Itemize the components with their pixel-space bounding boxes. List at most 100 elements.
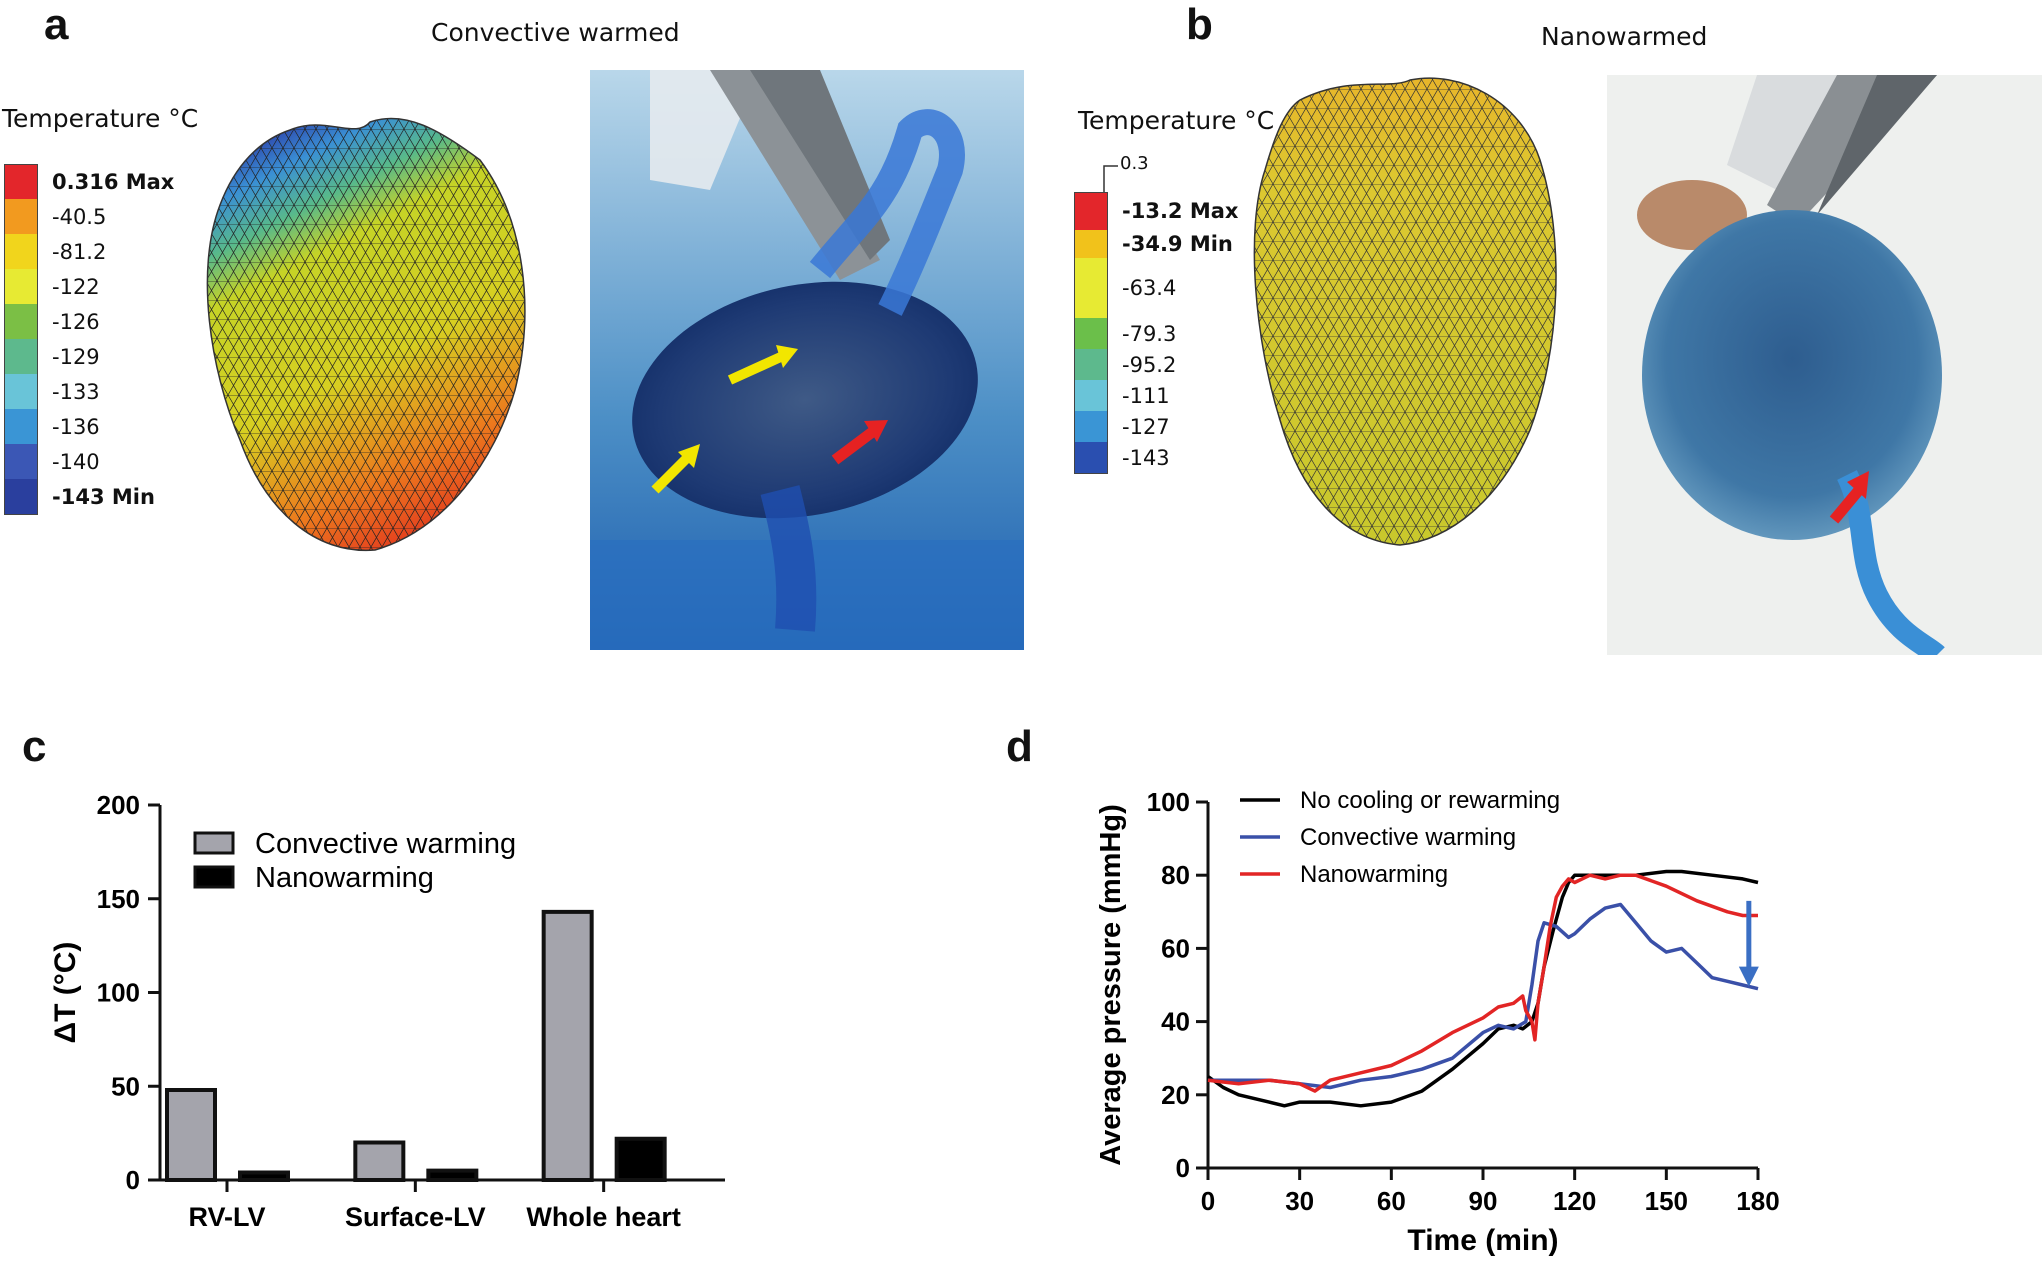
- bar-chart: 0 50 100 150 200 ΔT (°C) RV-LV Surface-LV Whole …: [49, 790, 725, 1232]
- legend-label: -13.2 Max: [1122, 199, 1239, 223]
- legend-swatch: [1074, 380, 1108, 411]
- legend-row: -127: [1074, 411, 1294, 442]
- legend-swatch: [4, 199, 38, 234]
- x-tick-label: 120: [1553, 1186, 1596, 1216]
- legend-label: Nanowarming: [1300, 861, 1448, 888]
- y-tick-label: 100: [1147, 787, 1190, 817]
- panel-b-title: Nanowarmed: [1541, 22, 1708, 51]
- legend-swatch: [1074, 318, 1108, 349]
- bar-convective-warming: [165, 1088, 217, 1182]
- x-axis-label: Time (min): [1407, 1224, 1558, 1257]
- panel-a-photo: [590, 70, 1024, 650]
- legend-swatch: [4, 478, 38, 515]
- legend-swatch: [1074, 349, 1108, 380]
- panel-a-heart-mesh: [206, 117, 526, 552]
- legend-swatch: [1074, 230, 1108, 258]
- legend-label: -40.5: [52, 204, 107, 229]
- legend-row: -79.3: [1074, 318, 1294, 349]
- x-tick-label: 180: [1736, 1186, 1779, 1216]
- legend-label: -127: [1122, 414, 1170, 439]
- legend-row: -34.9 Min: [1074, 230, 1294, 258]
- legend-row: -140: [4, 444, 204, 479]
- legend-row: -143 Min: [4, 478, 204, 515]
- bar-convective-warming: [353, 1140, 406, 1182]
- legend-swatch: [4, 374, 38, 409]
- panel-a-title: Convective warmed: [431, 18, 680, 47]
- legend-row: -40.5: [4, 199, 204, 234]
- panel-b-colorbar: -13.2 Max -34.9 Min -63.4 -79.3 -95.2 -111 -12…: [1074, 191, 1294, 474]
- legend-row: -95.2: [1074, 349, 1294, 380]
- line-chart: 0 20 40 60 80 100 0 30 60 90 120 150 180 Time (min) Av…: [1095, 787, 1780, 1257]
- legend-row: -122: [4, 269, 204, 304]
- x-tick-label: 0: [1201, 1186, 1215, 1216]
- series-line-nanowarming: [1207, 873, 1758, 1093]
- x-tick-label: RV-LV: [188, 1202, 265, 1232]
- series-line-convective-warming: [1208, 902, 1759, 1090]
- legend-row: -133: [4, 374, 204, 409]
- y-axis-label: Average pressure (mmHg): [1095, 804, 1127, 1166]
- legend-label: -79.3: [1122, 321, 1177, 346]
- y-tick-label: 60: [1161, 933, 1190, 963]
- legend-swatch: [4, 444, 38, 479]
- legend-row: 0.316 Max: [4, 163, 204, 200]
- legend-label: -129: [52, 344, 100, 369]
- legend-row: -136: [4, 409, 204, 444]
- x-tick-label: 150: [1645, 1186, 1688, 1216]
- panel-b-legend-bracket: [1103, 165, 1118, 194]
- panel-b-photo: [1607, 75, 2042, 655]
- legend-swatch: [1074, 441, 1108, 474]
- legend-row: -13.2 Max: [1074, 191, 1294, 231]
- y-tick-label: 200: [97, 790, 140, 820]
- y-tick-label: 150: [97, 884, 140, 914]
- legend-label: Convective warming: [255, 828, 516, 860]
- legend-swatch: [4, 339, 38, 374]
- annotation-arrow-head: [1738, 966, 1759, 987]
- legend-label: -133: [52, 379, 100, 404]
- x-tick-label: 60: [1377, 1186, 1406, 1216]
- panel-b-legend-top-label: 0.3: [1120, 153, 1149, 174]
- legend-label: -136: [52, 414, 100, 439]
- legend-label: -63.4: [1122, 276, 1177, 300]
- legend-swatch: [4, 234, 38, 269]
- legend-label: Convective warming: [1300, 824, 1516, 851]
- y-tick-label: 0: [126, 1165, 140, 1195]
- legend-label: 0.316 Max: [52, 169, 175, 194]
- x-tick-label: Surface-LV: [345, 1202, 486, 1232]
- legend-label: -143: [1122, 445, 1170, 470]
- panel-label-d: d: [1006, 722, 1033, 771]
- legend-swatch: [1074, 191, 1108, 231]
- panel-a-legend-title: Temperature °C: [2, 104, 199, 133]
- legend-label: No cooling or rewarming: [1300, 787, 1560, 814]
- legend-label: -140: [52, 449, 100, 474]
- legend-label: -111: [1122, 383, 1170, 408]
- legend-swatch: [1074, 411, 1108, 442]
- x-tick-label: 30: [1285, 1186, 1314, 1216]
- legend-label: -122: [52, 274, 100, 299]
- panel-label-b: b: [1186, 0, 1213, 49]
- y-tick-label: 80: [1161, 860, 1190, 890]
- x-tick-label: 90: [1469, 1186, 1498, 1216]
- x-tick-label: Whole heart: [526, 1202, 681, 1232]
- legend-label: -81.2: [52, 239, 107, 264]
- bar-nanowarming: [238, 1170, 290, 1182]
- y-tick-label: 20: [1161, 1080, 1190, 1110]
- legend-row: -63.4: [1074, 258, 1294, 318]
- y-tick-label: 50: [111, 1071, 140, 1101]
- y-axis-label: ΔT (°C): [49, 942, 82, 1044]
- y-tick-label: 100: [97, 978, 140, 1008]
- legend-label: -95.2: [1122, 352, 1177, 377]
- legend-row: -129: [4, 339, 204, 374]
- legend-label: -143 Min: [52, 484, 155, 509]
- legend-swatch: [4, 269, 38, 304]
- series-line-no-cooling-or-rewarming: [1206, 869, 1759, 1108]
- legend-row: -143: [1074, 441, 1294, 474]
- legend-swatch: [193, 865, 235, 889]
- legend-label: -126: [52, 309, 100, 334]
- legend-swatch: [4, 304, 38, 339]
- legend-swatch: [4, 163, 38, 200]
- legend-label: Nanowarming: [255, 862, 434, 894]
- y-tick-label: 40: [1161, 1007, 1190, 1037]
- legend-swatch: [4, 409, 38, 444]
- y-tick-label: 0: [1176, 1153, 1190, 1183]
- bar-nanowarming: [426, 1168, 479, 1182]
